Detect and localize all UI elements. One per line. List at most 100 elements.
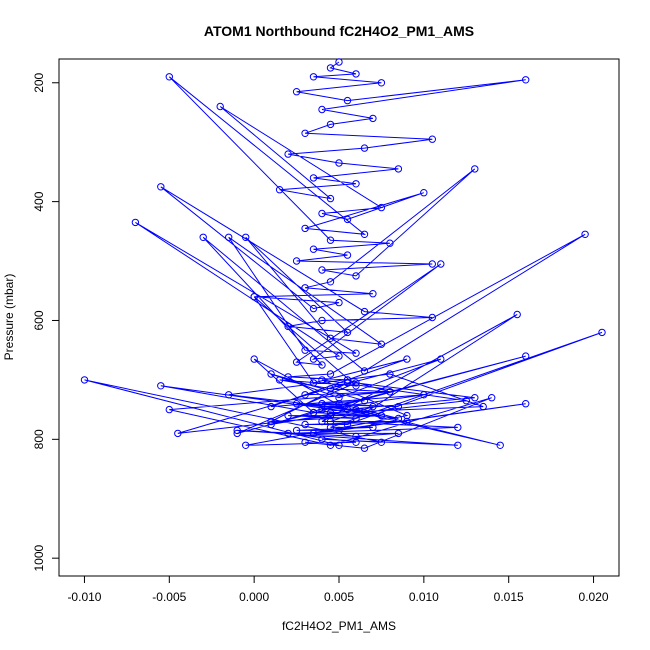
x-tick-label: 0.010 bbox=[409, 590, 439, 604]
data-point bbox=[471, 165, 479, 173]
x-tick-label: 0.015 bbox=[494, 590, 524, 604]
data-point bbox=[225, 391, 233, 399]
data-point bbox=[360, 444, 369, 452]
data-point bbox=[326, 417, 335, 426]
data-point bbox=[394, 402, 403, 411]
y-axis: 200 400 600 800 1000 bbox=[32, 72, 60, 572]
data-point bbox=[428, 313, 436, 322]
data-point bbox=[335, 352, 343, 360]
data-point bbox=[318, 209, 326, 218]
data-point bbox=[522, 76, 530, 84]
data-point bbox=[80, 376, 89, 384]
data-point bbox=[352, 70, 360, 78]
data-point bbox=[174, 429, 182, 438]
data-point bbox=[309, 245, 318, 253]
data-point bbox=[292, 88, 301, 96]
data-point bbox=[318, 316, 326, 325]
data-lines bbox=[84, 61, 603, 449]
data-point bbox=[479, 402, 487, 411]
data-point bbox=[352, 349, 360, 357]
data-point bbox=[301, 438, 309, 446]
data-point bbox=[309, 355, 318, 363]
data-point bbox=[403, 417, 411, 426]
data-point bbox=[165, 405, 174, 414]
data-point bbox=[318, 405, 326, 414]
data-point bbox=[284, 411, 292, 420]
x-tick-label: 0.020 bbox=[579, 590, 609, 604]
data-point bbox=[318, 435, 326, 443]
data-point bbox=[386, 370, 394, 378]
data-point bbox=[403, 355, 411, 363]
data-point bbox=[352, 438, 360, 446]
y-axis-label: Pressure (mbar) bbox=[2, 274, 16, 361]
data-point bbox=[335, 58, 343, 66]
data-point bbox=[326, 278, 335, 286]
series-line bbox=[84, 61, 603, 449]
x-tick-label: 0.005 bbox=[324, 590, 354, 604]
data-point bbox=[309, 73, 318, 81]
data-point bbox=[437, 355, 445, 363]
data-points bbox=[80, 58, 606, 452]
data-point bbox=[352, 180, 360, 188]
data-point bbox=[267, 417, 275, 426]
data-point bbox=[165, 73, 174, 81]
data-point bbox=[225, 233, 233, 242]
data-point bbox=[513, 310, 521, 319]
data-point bbox=[488, 394, 496, 402]
y-tick-label: 1000 bbox=[32, 545, 46, 572]
data-point bbox=[250, 355, 258, 363]
data-point bbox=[292, 358, 301, 366]
data-point bbox=[309, 429, 318, 438]
data-point bbox=[598, 328, 606, 337]
data-point bbox=[369, 423, 377, 432]
data-point bbox=[233, 426, 241, 435]
data-point bbox=[462, 397, 470, 405]
data-point bbox=[394, 414, 403, 423]
data-point bbox=[335, 441, 343, 449]
data-point bbox=[326, 441, 335, 449]
data-point bbox=[403, 411, 411, 420]
data-point bbox=[377, 411, 386, 420]
data-point bbox=[437, 260, 445, 268]
data-point bbox=[275, 376, 284, 384]
data-point bbox=[301, 346, 309, 354]
data-point bbox=[318, 417, 326, 426]
data-point bbox=[386, 239, 394, 247]
data-point bbox=[326, 120, 335, 129]
data-point bbox=[309, 379, 318, 387]
y-tick-label: 400 bbox=[32, 191, 46, 211]
data-point bbox=[309, 408, 318, 417]
data-point bbox=[386, 388, 394, 396]
data-point bbox=[157, 382, 165, 390]
data-point bbox=[335, 298, 343, 307]
x-tick-label: -0.005 bbox=[152, 590, 186, 604]
data-point bbox=[343, 376, 352, 384]
data-point bbox=[343, 328, 352, 337]
data-point bbox=[454, 441, 462, 449]
data-point bbox=[233, 429, 241, 438]
data-point bbox=[428, 135, 436, 143]
data-point bbox=[360, 367, 369, 375]
data-point bbox=[326, 64, 335, 72]
data-point bbox=[335, 400, 343, 408]
data-point bbox=[292, 400, 301, 408]
data-point bbox=[343, 251, 352, 259]
data-point bbox=[318, 105, 326, 114]
data-point bbox=[284, 322, 292, 331]
data-point bbox=[267, 420, 275, 429]
data-point bbox=[420, 189, 428, 197]
data-point bbox=[377, 438, 386, 446]
data-point bbox=[326, 194, 335, 203]
data-point bbox=[318, 361, 326, 369]
data-point bbox=[360, 307, 369, 316]
data-point bbox=[326, 408, 335, 417]
data-point bbox=[343, 420, 352, 429]
data-point bbox=[301, 391, 309, 399]
x-axis-label: fC2H4O2_PM1_AMS bbox=[282, 619, 396, 633]
data-point bbox=[267, 370, 275, 378]
data-point bbox=[343, 405, 352, 414]
x-tick-label: 0.000 bbox=[239, 590, 269, 604]
data-point bbox=[326, 334, 335, 342]
y-tick-label: 600 bbox=[32, 310, 46, 330]
